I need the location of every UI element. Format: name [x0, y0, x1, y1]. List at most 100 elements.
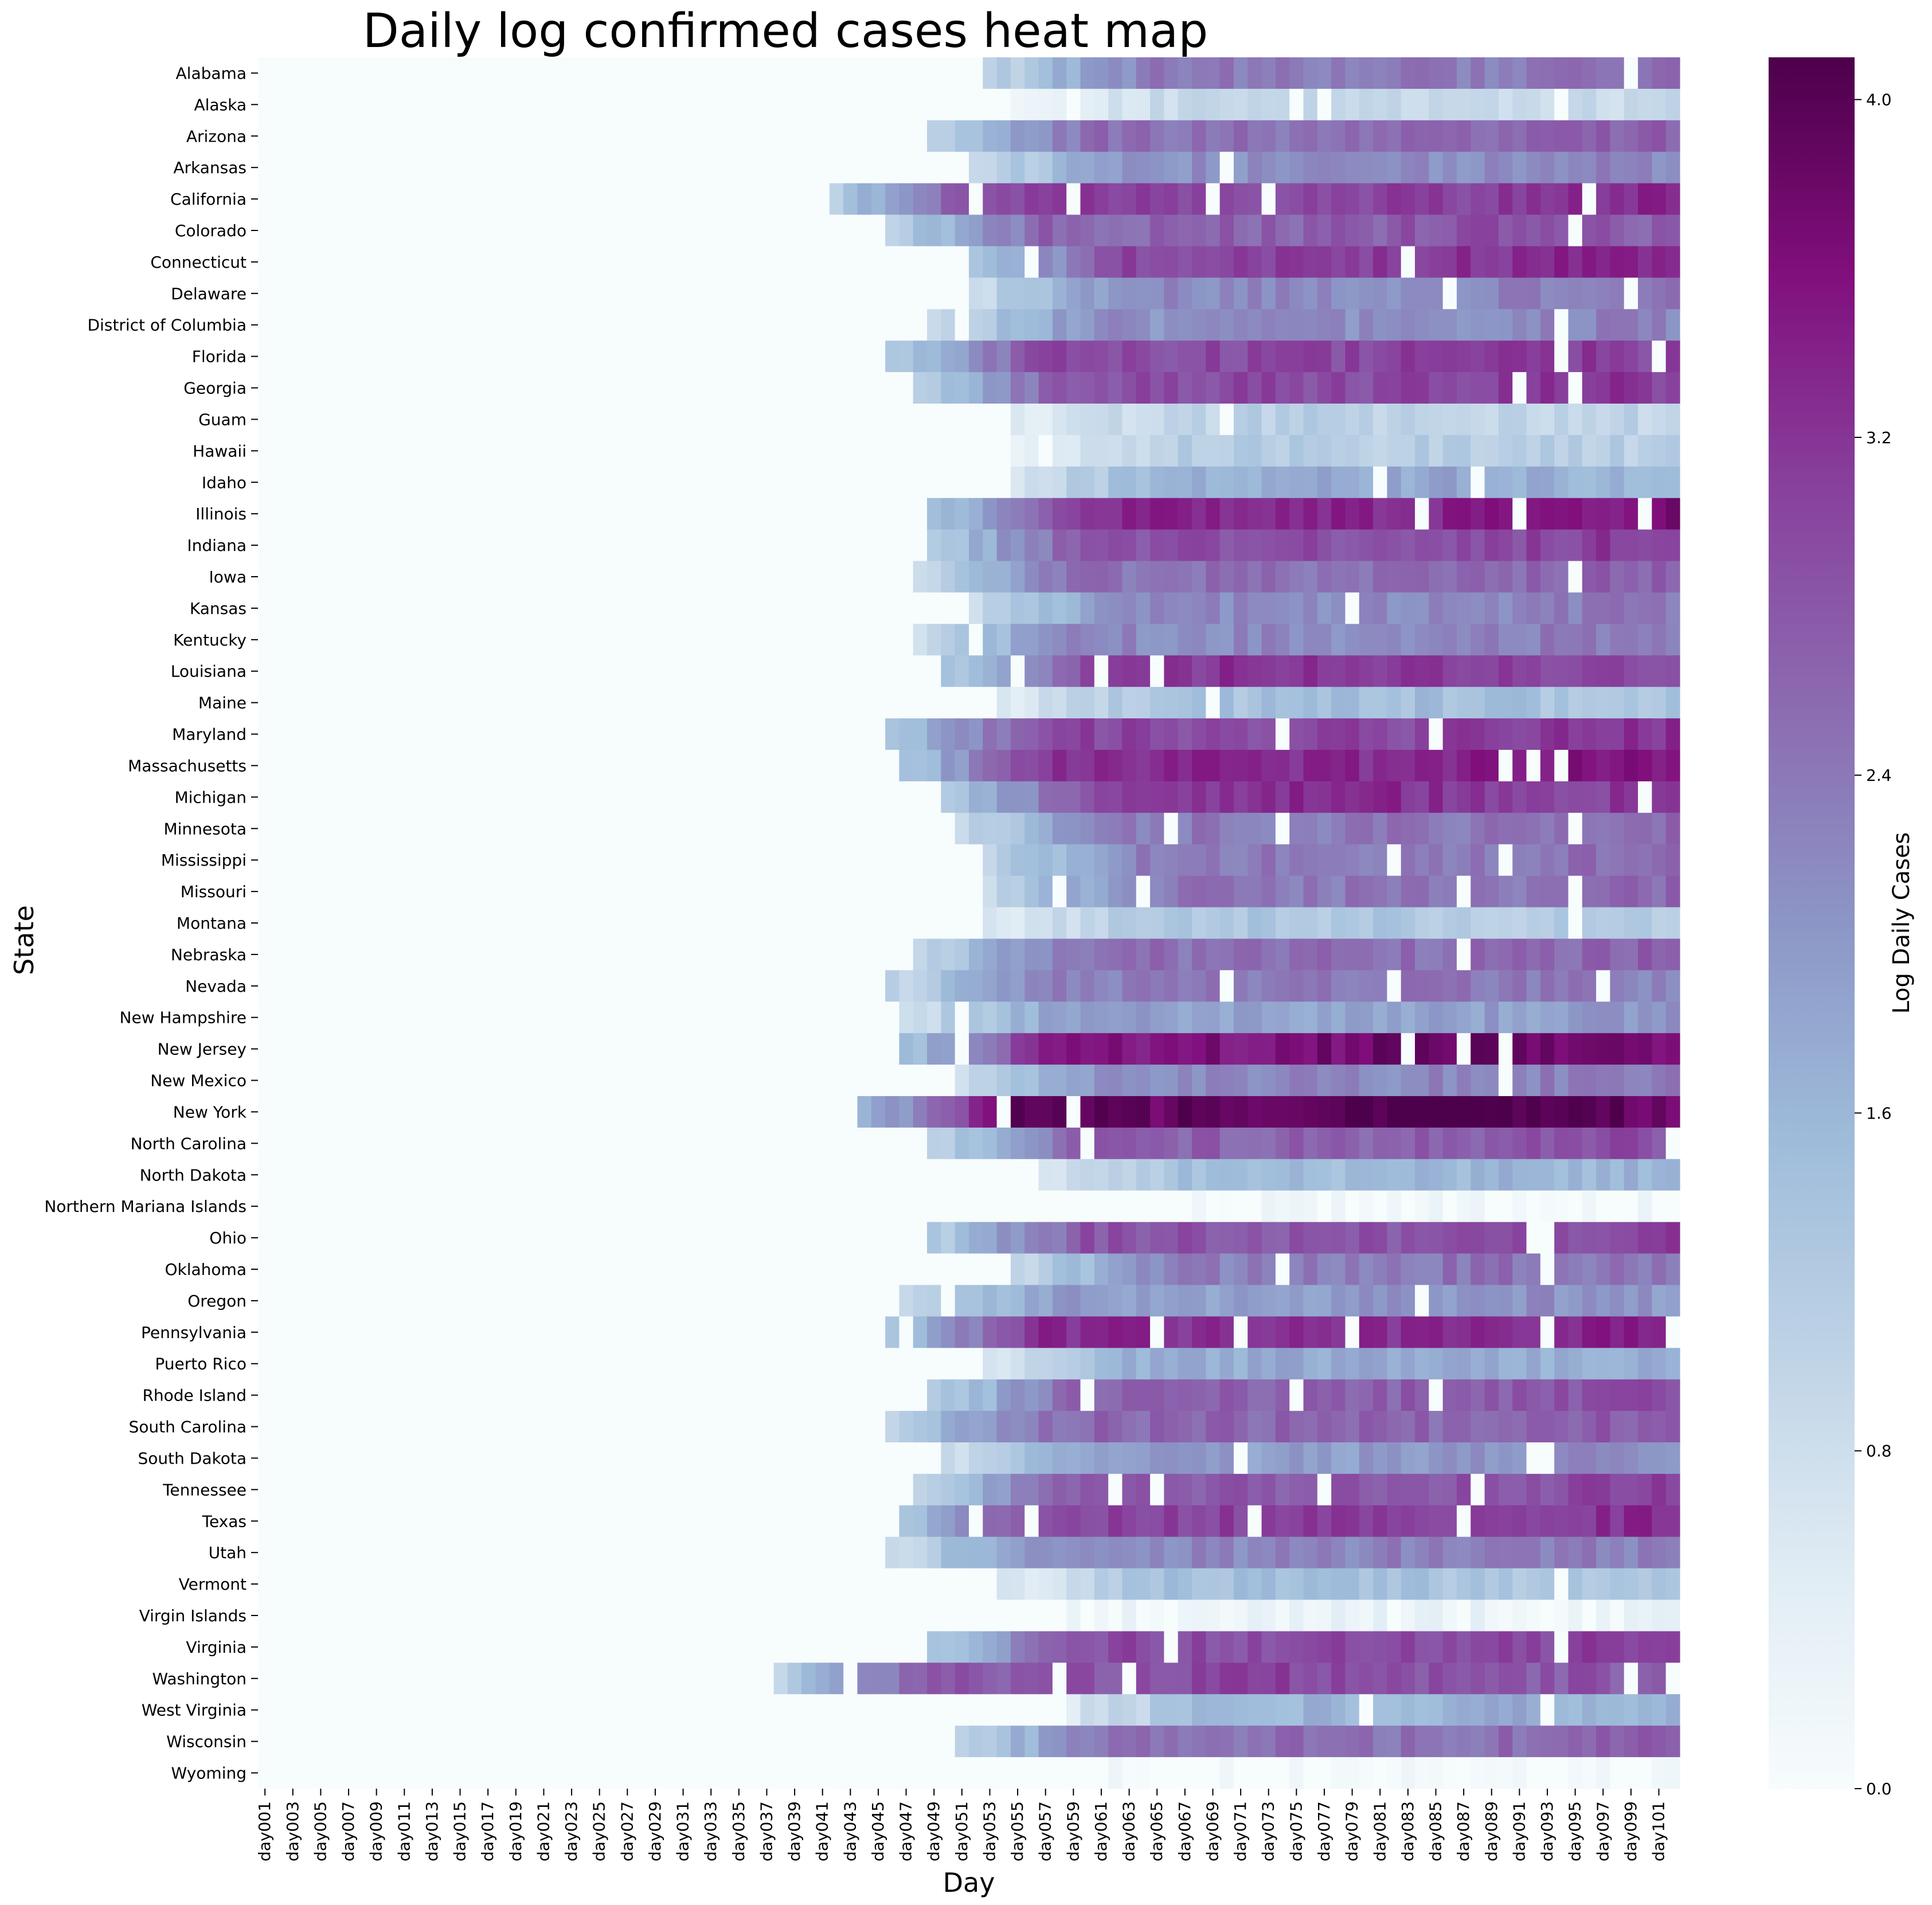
- heatmap-cell: [1582, 246, 1597, 278]
- heatmap-cell: [815, 1411, 830, 1443]
- heatmap-cell: [341, 529, 356, 562]
- heatmap-cell: [1540, 750, 1555, 782]
- heatmap-cell: [1178, 57, 1192, 89]
- heatmap-cell: [1066, 875, 1081, 908]
- heatmap-cell: [1652, 1253, 1667, 1286]
- heatmap-cell: [1038, 1190, 1053, 1223]
- heatmap-cell: [1596, 718, 1611, 750]
- heatmap-cell: [1247, 1379, 1262, 1411]
- heatmap-cell: [773, 1348, 788, 1380]
- heatmap-cell: [1665, 1536, 1680, 1569]
- heatmap-cell: [745, 151, 760, 184]
- heatmap-cell: [801, 1411, 816, 1443]
- heatmap-cell: [1206, 88, 1221, 121]
- heatmap-cell: [1359, 498, 1374, 530]
- heatmap-cell: [1540, 404, 1555, 436]
- heatmap-cell: [258, 1473, 272, 1506]
- heatmap-cell: [1080, 404, 1095, 436]
- heatmap-cell: [522, 1127, 537, 1160]
- heatmap-cell: [857, 57, 872, 89]
- heatmap-cell: [1066, 277, 1081, 310]
- heatmap-cell: [1429, 1411, 1444, 1443]
- heatmap-cell: [1122, 309, 1137, 341]
- heatmap-cell: [1498, 1002, 1513, 1034]
- heatmap-cell: [857, 88, 872, 121]
- heatmap-cell: [1247, 57, 1262, 89]
- heatmap-cell: [745, 938, 760, 971]
- heatmap-cell: [1192, 529, 1206, 562]
- heatmap-cell: [1512, 1379, 1527, 1411]
- heatmap-cell: [1568, 1505, 1583, 1538]
- heatmap-cell: [1066, 844, 1081, 877]
- heatmap-cell: [425, 1505, 440, 1538]
- heatmap-cell: [1261, 341, 1276, 373]
- heatmap-cell: [941, 655, 956, 687]
- heatmap-cell: [760, 498, 775, 530]
- heatmap-cell: [258, 561, 272, 593]
- heatmap-cell: [1178, 718, 1192, 750]
- heatmap-cell: [787, 151, 802, 184]
- heatmap-cell: [941, 88, 956, 121]
- heatmap-cell: [1178, 1505, 1192, 1538]
- heatmap-cell: [1275, 1568, 1290, 1601]
- heatmap-cell: [829, 309, 844, 341]
- heatmap-cell: [1526, 120, 1541, 152]
- heatmap-cell: [327, 1505, 342, 1538]
- heatmap-cell: [537, 1033, 552, 1065]
- heatmap-cell: [1610, 183, 1625, 216]
- heatmap-cell: [1108, 1159, 1123, 1191]
- heatmap-cell: [969, 938, 983, 971]
- heatmap-cell: [1345, 1473, 1360, 1506]
- heatmap-cell: [1345, 1536, 1360, 1569]
- heatmap-cell: [690, 1316, 705, 1348]
- heatmap-cell: [773, 498, 788, 530]
- heatmap-cell: [1401, 655, 1415, 687]
- heatmap-cell: [1219, 1002, 1234, 1034]
- heatmap-cell: [286, 655, 300, 687]
- heatmap-cell: [1638, 183, 1652, 216]
- heatmap-cell: [1554, 907, 1569, 940]
- heatmap-cell: [1470, 1002, 1485, 1034]
- heatmap-cell: [1540, 1411, 1555, 1443]
- heatmap-cell: [1164, 1348, 1179, 1380]
- heatmap-cell: [1024, 1222, 1039, 1254]
- heatmap-cell: [1429, 1253, 1444, 1286]
- heatmap-cell: [341, 435, 356, 467]
- heatmap-cell: [899, 529, 914, 562]
- heatmap-cell: [1359, 1253, 1374, 1286]
- heatmap-cell: [1429, 844, 1444, 877]
- heatmap-cell: [1164, 341, 1179, 373]
- heatmap-cell: [801, 151, 816, 184]
- heatmap-cell: [258, 372, 272, 404]
- heatmap-cell: [1470, 812, 1485, 845]
- heatmap-cell: [843, 1033, 858, 1065]
- heatmap-cell: [704, 1285, 718, 1317]
- heatmap-cell: [550, 1505, 565, 1538]
- heatmap-cell: [1233, 88, 1248, 121]
- heatmap-cell: [1136, 151, 1151, 184]
- heatmap-cell: [1178, 498, 1192, 530]
- heatmap-cell: [620, 1285, 635, 1317]
- heatmap-cell: [899, 812, 914, 845]
- heatmap-cell: [341, 1536, 356, 1569]
- heatmap-cell: [913, 1190, 928, 1223]
- heatmap-cell: [1624, 907, 1638, 940]
- heatmap-cell: [1484, 309, 1499, 341]
- heatmap-cell: [1540, 372, 1555, 404]
- heatmap-cell: [1526, 1190, 1541, 1223]
- heatmap-cell: [745, 183, 760, 216]
- heatmap-cell: [341, 183, 356, 216]
- heatmap-cell: [857, 1190, 872, 1223]
- heatmap-cell: [1387, 1190, 1402, 1223]
- heatmap-cell: [1442, 120, 1457, 152]
- heatmap-cell: [1066, 183, 1081, 216]
- heatmap-cell: [969, 1253, 983, 1286]
- heatmap-cell: [704, 435, 718, 467]
- heatmap-cell: [941, 781, 956, 813]
- heatmap-cell: [634, 875, 649, 908]
- heatmap-cell: [272, 341, 287, 373]
- heatmap-cell: [801, 1190, 816, 1223]
- heatmap-cell: [1150, 529, 1164, 562]
- heatmap-cell: [1373, 1348, 1388, 1380]
- heatmap-cell: [1359, 1473, 1374, 1506]
